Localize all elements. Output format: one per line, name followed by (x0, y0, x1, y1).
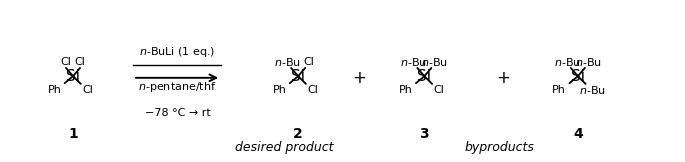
Text: Cl: Cl (60, 57, 71, 67)
Text: Cl: Cl (308, 85, 318, 95)
Text: Si: Si (291, 69, 305, 84)
Text: Cl: Cl (82, 85, 93, 95)
Text: desired product: desired product (235, 141, 334, 154)
Text: $\it{n}$-Bu: $\it{n}$-Bu (575, 56, 601, 68)
Text: byproducts: byproducts (464, 141, 534, 154)
Text: +: + (496, 69, 510, 87)
Text: +: + (353, 69, 366, 87)
Text: Si: Si (417, 69, 432, 84)
Text: $\it{n}$-pentane/thf: $\it{n}$-pentane/thf (138, 80, 216, 94)
Text: Cl: Cl (75, 57, 86, 67)
Text: $\it{n}$-BuLi (1 eq.): $\it{n}$-BuLi (1 eq.) (139, 45, 216, 58)
Text: Ph: Ph (47, 85, 62, 95)
Text: $\it{n}$-Bu: $\it{n}$-Bu (579, 84, 606, 96)
Text: Si: Si (66, 69, 80, 84)
Text: $\it{n}$-Bu: $\it{n}$-Bu (421, 56, 448, 68)
Text: 1: 1 (68, 127, 78, 141)
Text: Ph: Ph (399, 85, 412, 95)
Text: Cl: Cl (434, 85, 445, 95)
Text: $\it{n}$-Bu: $\it{n}$-Bu (274, 56, 301, 68)
Text: Si: Si (571, 69, 585, 84)
Text: $\it{n}$-Bu: $\it{n}$-Bu (401, 56, 427, 68)
Text: 2: 2 (293, 127, 303, 141)
Text: Ph: Ph (552, 85, 566, 95)
Text: Cl: Cl (303, 57, 314, 67)
Text: $\it{n}$-Bu: $\it{n}$-Bu (554, 56, 581, 68)
Text: 3: 3 (419, 127, 429, 141)
Text: −78 °C → rt: −78 °C → rt (145, 108, 210, 118)
Text: Ph: Ph (273, 85, 286, 95)
Text: 4: 4 (573, 127, 583, 141)
